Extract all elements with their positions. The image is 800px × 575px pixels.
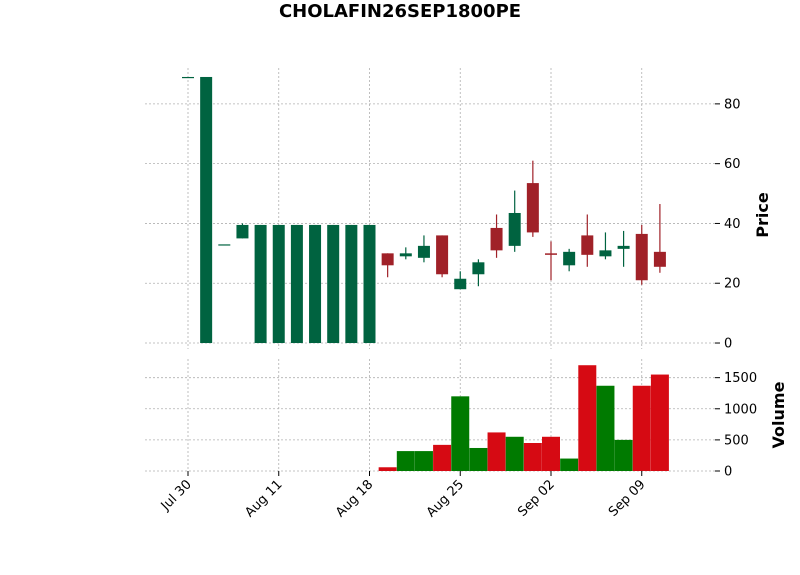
candle-body bbox=[617, 245, 630, 249]
candle-body bbox=[272, 224, 285, 344]
price-axis-label: Price bbox=[753, 192, 772, 238]
volume-tick-label: 0 bbox=[724, 465, 732, 480]
candle-body bbox=[635, 233, 648, 281]
date-tick-label: Jul 30 bbox=[158, 477, 195, 514]
volume-bar bbox=[650, 374, 669, 471]
volume-bar bbox=[487, 432, 506, 471]
candle-body bbox=[436, 235, 449, 275]
candle-body bbox=[327, 224, 340, 344]
candle-body bbox=[490, 227, 503, 251]
price-tick-label: 20 bbox=[724, 277, 741, 292]
volume-tick-label: 500 bbox=[724, 433, 749, 448]
candle-body bbox=[581, 235, 594, 255]
volume-bar bbox=[451, 396, 470, 471]
candle-body bbox=[545, 253, 557, 255]
volume-bar bbox=[378, 467, 397, 471]
price-axis: 0 20 40 60 80 bbox=[715, 97, 741, 352]
candle-body bbox=[363, 224, 376, 344]
volume-bar bbox=[523, 443, 542, 471]
candle-body bbox=[399, 253, 412, 257]
candle-body bbox=[254, 224, 267, 344]
candle-body bbox=[472, 262, 485, 275]
price-grid bbox=[145, 68, 715, 349]
volume-bar bbox=[542, 436, 560, 471]
candle-body bbox=[290, 224, 303, 344]
price-tick-label: 60 bbox=[724, 157, 741, 172]
candle-body bbox=[200, 76, 213, 344]
candle-body bbox=[526, 183, 539, 233]
candle-body bbox=[599, 250, 612, 257]
candle-body bbox=[454, 278, 467, 290]
date-tick-label: Sep 02 bbox=[515, 477, 558, 520]
volume-bar bbox=[396, 451, 415, 471]
candle-body bbox=[309, 224, 322, 344]
candle-body bbox=[236, 224, 249, 239]
volume-bar bbox=[414, 451, 433, 471]
chart-title: CHOLAFIN26SEP1800PE bbox=[279, 1, 521, 22]
candle-body bbox=[417, 245, 430, 258]
price-tick-label: 0 bbox=[724, 337, 732, 352]
volume-axis-label: Volume bbox=[769, 381, 788, 448]
date-tick-label: Aug 18 bbox=[333, 477, 376, 520]
candle-body bbox=[653, 251, 666, 267]
volume-bar bbox=[596, 385, 615, 471]
candle-body bbox=[508, 212, 521, 246]
volume-bar bbox=[632, 385, 651, 471]
candle-body bbox=[182, 76, 194, 79]
candle-body bbox=[381, 253, 394, 266]
volume-bar bbox=[433, 444, 452, 471]
volume-bar bbox=[469, 447, 488, 471]
candle-body bbox=[345, 224, 358, 344]
price-candles bbox=[182, 76, 666, 344]
volume-bars bbox=[378, 365, 669, 471]
date-axis: Jul 30 Aug 11 Aug 18 Aug 25 Sep 02 Sep 09 bbox=[158, 471, 649, 520]
volume-bar bbox=[560, 458, 579, 471]
date-tick-label: Sep 09 bbox=[606, 477, 649, 520]
date-tick-label: Aug 11 bbox=[242, 477, 285, 520]
candle-body bbox=[563, 251, 576, 266]
price-tick-label: 40 bbox=[724, 217, 741, 232]
volume-axis: 0 500 1000 1500 bbox=[715, 371, 757, 480]
volume-tick-label: 1500 bbox=[724, 371, 757, 386]
volume-bar bbox=[578, 365, 597, 471]
volume-bar bbox=[505, 436, 524, 471]
date-tick-label: Aug 25 bbox=[424, 477, 467, 520]
volume-tick-label: 1000 bbox=[724, 402, 757, 417]
volume-bar bbox=[614, 439, 633, 471]
candle-body bbox=[218, 244, 231, 246]
price-tick-label: 80 bbox=[724, 97, 741, 112]
